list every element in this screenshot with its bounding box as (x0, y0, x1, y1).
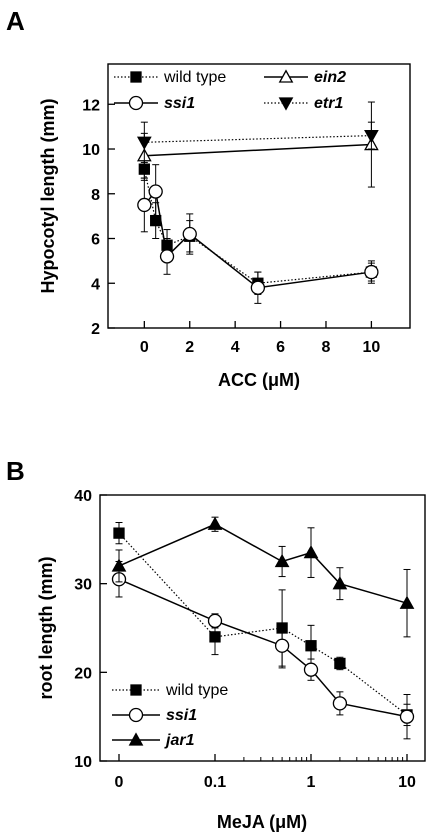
panel-b-legend-wild-type-marker (130, 684, 142, 696)
panel-a-y-tick-label: 8 (91, 187, 100, 204)
panel-a-etr1-point (136, 136, 152, 150)
panel-a-legend-ein2-label: ein2 (314, 69, 346, 86)
panel-b-jar1-point (111, 558, 127, 572)
panel-b-y-tick-label: 10 (74, 754, 92, 771)
panel-a-x-tick-label: 0 (140, 339, 149, 356)
panel-b-wild-type-line (118, 532, 408, 716)
panel-b-wild-type-point (334, 657, 346, 670)
panel-b-wild-type-point (113, 527, 125, 539)
panel-a-ssi1-point (250, 280, 266, 295)
panel-b-ssi1-point (399, 709, 415, 724)
panel-a-ssi1-point (137, 197, 152, 213)
panel-a-ssi1-point (182, 226, 197, 242)
panel-b-jar1-point (274, 553, 290, 568)
panel-a-y-tick-label: 2 (91, 321, 100, 338)
panel-a-legend-wild-type-marker (130, 71, 142, 83)
panel-a-x-tick-label: 2 (185, 339, 194, 356)
panel-b-y-tick-label: 40 (74, 488, 92, 505)
panel-b-legend-wild-type-label: wild type (165, 682, 228, 699)
panel-b-letter: B (6, 456, 25, 486)
panel-a-ssi1-point (148, 184, 163, 199)
panel-b-legend-ssi1-marker (128, 707, 144, 723)
panel-a-legend-etr1-marker (278, 97, 294, 111)
panel-a-ssi1-point (364, 264, 379, 280)
panel-b-x-tick-label: 0.1 (204, 774, 226, 791)
panel-b-ssi1-point (207, 613, 223, 629)
panel-b-jar1-point (207, 516, 223, 530)
panel-a-x-tick-label: 6 (276, 339, 285, 356)
panel-a-legend-ssi1-marker (128, 95, 144, 111)
panel-a-ein2-line (144, 143, 372, 157)
panel-b-jar1-point (303, 545, 319, 559)
panel-a-x-tick-label: 4 (231, 339, 240, 356)
panel-a-etr1-point (364, 129, 379, 144)
panel-a-letter: A (6, 6, 25, 36)
panel-a-y-tick-label: 6 (91, 232, 100, 249)
panel-a-y-tick-label: 12 (82, 97, 100, 114)
panel-b-wild-type-point (209, 631, 221, 643)
panel-b-x-axis-title: MeJA (μM) (217, 812, 307, 832)
panel-a-x-axis-title: ACC (μM) (218, 370, 300, 390)
panel-b-legend-jar1-marker (128, 732, 144, 746)
panel-a-legend-wild-type-label: wild type (163, 69, 226, 86)
panel-b-ssi1-point (332, 696, 348, 711)
panel-b-plot-frame (99, 494, 426, 762)
panel-a-x-tick-label: 8 (322, 339, 331, 356)
panel-b-x-tick-label: 10 (398, 774, 416, 791)
panel-b-x-tick-label: 0 (115, 774, 124, 791)
panel-b-ssi1-line (118, 578, 408, 718)
panel-b-jar1-line (118, 523, 408, 604)
panel-b-x-tick-label: 1 (307, 774, 316, 791)
panel-b-y-tick-label: 20 (74, 665, 92, 682)
panel-b-legend-jar1-label: jar1 (164, 732, 195, 749)
panel-a-ssi1-point (159, 249, 175, 264)
panel-b-y-tick-label: 30 (74, 577, 92, 594)
panel-a-wild-type-line (143, 169, 372, 284)
panel-a-legend-etr1-label: etr1 (314, 95, 343, 112)
panel-b-chart: root length (mm) MeJA (μM) 10 20 30 40 0 0.1 1… (36, 488, 426, 832)
panel-b-y-axis-title: root length (mm) (36, 557, 56, 700)
panel-b-legend-ssi1-label: ssi1 (166, 707, 197, 724)
panel-a-etr1-line (144, 134, 372, 143)
panel-b-jar1-point (332, 576, 348, 590)
panel-a-x-tick-label: 10 (363, 339, 381, 356)
panel-a-chart: Hypocotyl length (mm) ACC (μM) 2 4 6 8 10 12 0… (38, 63, 411, 390)
panel-a-plot-frame (107, 63, 411, 329)
panel-b-jar1-point (399, 595, 415, 609)
panel-a-y-axis-title: Hypocotyl length (mm) (38, 98, 58, 293)
panel-a-legend-ssi1-label: ssi1 (164, 95, 195, 112)
panel-b-ssi1-point (274, 638, 290, 653)
panel-b-ssi1-point (303, 662, 319, 677)
panel-a-y-tick-label: 4 (91, 276, 100, 293)
panel-b-wild-type-point (305, 640, 317, 652)
panel-a-y-tick-label: 10 (82, 142, 100, 159)
panel-a-legend-ein2-marker (278, 69, 294, 83)
